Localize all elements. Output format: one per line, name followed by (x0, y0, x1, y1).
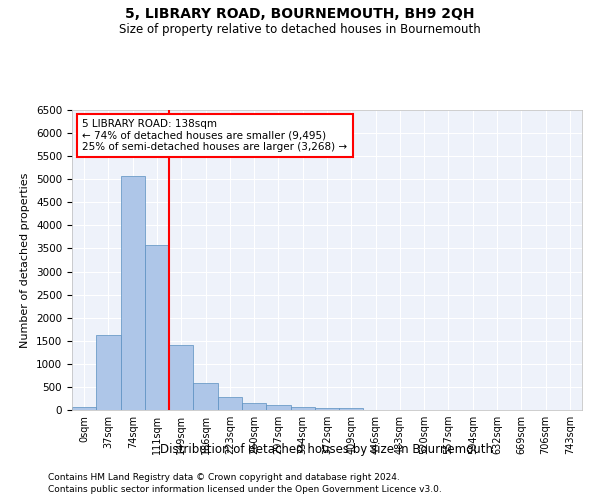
Text: Contains HM Land Registry data © Crown copyright and database right 2024.: Contains HM Land Registry data © Crown c… (48, 472, 400, 482)
Bar (145, 245, 169, 410)
Bar (218, 396, 242, 410)
Text: Size of property relative to detached houses in Bournemouth: Size of property relative to detached ho… (119, 22, 481, 36)
Text: Distribution of detached houses by size in Bournemouth: Distribution of detached houses by size … (161, 442, 493, 456)
Text: Contains public sector information licensed under the Open Government Licence v3: Contains public sector information licen… (48, 485, 442, 494)
Bar (72, 406, 96, 410)
Bar (193, 383, 218, 410)
Bar (290, 406, 315, 410)
Bar (266, 406, 290, 410)
Bar (339, 408, 364, 410)
Text: 5 LIBRARY ROAD: 138sqm
← 74% of detached houses are smaller (9,495)
25% of semi-: 5 LIBRARY ROAD: 138sqm ← 74% of detached… (82, 119, 347, 152)
Bar (169, 346, 193, 410)
Y-axis label: Number of detached properties: Number of detached properties (20, 172, 31, 348)
Bar (242, 404, 266, 410)
Bar (315, 408, 339, 410)
Bar (96, 335, 121, 410)
Bar (121, 176, 145, 410)
Text: 5, LIBRARY ROAD, BOURNEMOUTH, BH9 2QH: 5, LIBRARY ROAD, BOURNEMOUTH, BH9 2QH (125, 8, 475, 22)
